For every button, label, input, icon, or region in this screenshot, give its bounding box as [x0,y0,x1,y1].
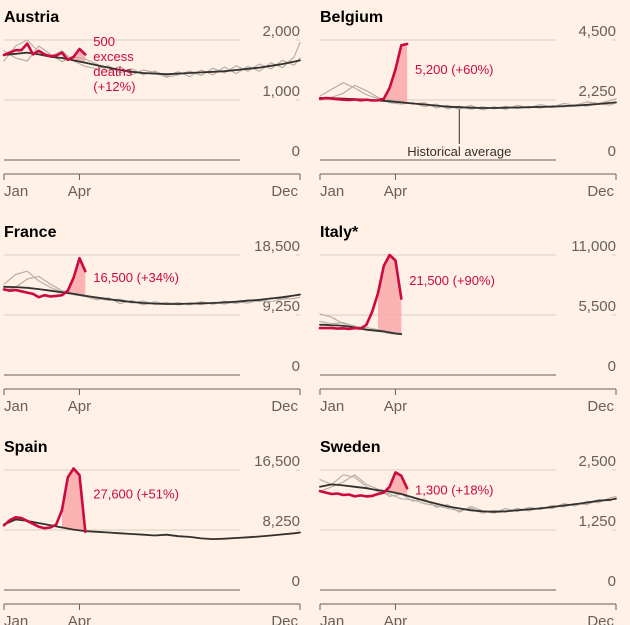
x-tick-label-spain-1: Apr [68,613,91,625]
y-tick-label-belgium-1: 2,250 [578,83,616,100]
y-tick-label-austria-0: 0 [292,143,300,160]
panel-title-belgium: Belgium [320,9,383,26]
panel-title-spain: Spain [4,439,48,456]
x-tick-label-france-1: Apr [68,398,91,415]
y-tick-label-spain-1: 8,250 [262,513,300,530]
y-tick-label-italy-1: 5,500 [578,298,616,315]
y-tick-label-austria-1: 1,000 [262,83,300,100]
annotation-austria-2: deaths [93,64,133,79]
panel-france: France 0 9,250 18,500 Jan Apr Dec 16,500 (+34%) [2,224,301,415]
annotation-spain-0: 27,600 (+51%) [93,487,179,502]
panel-spain: Spain 0 8,250 16,500 Jan Apr Dec 27,600 (+51%) [2,439,301,625]
excess-area-italy [378,255,402,335]
series-average-spain-0 [3,518,301,540]
panel-title-sweden: Sweden [320,439,380,456]
x-tick-label-austria-1: Apr [68,183,91,200]
panel-austria: Austria 0 1,000 2,000 Jan Apr Dec 500excessdeat… [2,9,301,200]
series-current-spain-0 [2,467,87,534]
annotation-italy-0: 21,500 (+90%) [409,273,495,288]
y-tick-label-sweden-1: 1,250 [578,513,616,530]
y-tick-label-belgium-2: 4,500 [578,23,616,40]
excess-area-austria [62,49,86,63]
series-current-austria-0 [2,42,87,62]
x-tick-label-sweden-0: Jan [320,613,344,625]
series-average-sweden-0 [319,483,617,513]
series-average-austria-0 [3,51,301,76]
annotation-austria-0: 500 [93,34,115,49]
x-tick-label-belgium-0: Jan [320,183,344,200]
x-tick-label-belgium-1: Apr [384,183,407,200]
y-tick-label-italy-0: 0 [608,358,616,375]
y-tick-label-sweden-2: 2,500 [578,453,616,470]
x-tick-label-spain-2: Dec [271,613,298,625]
series-average-france-0 [3,285,301,305]
panel-title-italy: Italy* [320,224,359,241]
y-tick-label-belgium-0: 0 [608,143,616,160]
x-tick-label-france-2: Dec [271,398,298,415]
x-tick-label-belgium-2: Dec [587,183,614,200]
annotation-austria-1: excess [93,49,134,64]
y-tick-label-italy-2: 11,000 [571,238,616,255]
panel-sweden: Sweden 0 1,250 2,500 Jan Apr Dec 1,300 (+18%) [318,439,617,625]
historical-average-label: Historical average [407,144,511,159]
x-tick-label-italy-0: Jan [320,398,344,415]
series-current-france-0 [2,256,87,299]
y-tick-label-sweden-0: 0 [608,573,616,590]
y-tick-label-france-2: 18,500 [254,238,300,255]
x-tick-label-sweden-1: Apr [384,613,407,625]
y-tick-label-austria-2: 2,000 [262,23,300,40]
x-tick-label-austria-0: Jan [4,183,28,200]
panel-belgium: Belgium 0 2,250 4,500 Jan Apr Dec 5,200 (+60%) H… [318,9,617,200]
series-current-sweden-0 [318,471,409,498]
series-current-belgium-0 [318,42,409,102]
annotation-france-0: 16,500 (+34%) [93,270,179,285]
x-tick-label-italy-2: Dec [587,398,614,415]
x-tick-label-france-0: Jan [4,398,28,415]
excess-area-france [62,258,86,296]
annotation-sweden-0: 1,300 (+18%) [415,482,493,497]
x-tick-label-italy-1: Apr [384,398,407,415]
y-tick-label-france-1: 9,250 [262,298,300,315]
y-tick-label-france-0: 0 [292,358,300,375]
panel-italy: Italy* 0 5,500 11,000 Jan Apr Dec 21,500 (+90%) [318,224,617,415]
panel-title-france: France [4,224,57,241]
series-current-italy-0 [318,253,403,331]
x-tick-label-spain-0: Jan [4,613,28,625]
annotation-belgium-0: 5,200 (+60%) [415,62,493,77]
x-tick-label-sweden-2: Dec [587,613,614,625]
y-tick-label-spain-0: 0 [292,573,300,590]
panel-title-austria: Austria [4,9,59,26]
series-past-austria-0 [3,39,301,78]
annotation-austria-3: (+12%) [93,79,135,94]
y-tick-label-spain-2: 16,500 [254,453,300,470]
x-tick-label-austria-2: Dec [271,183,298,200]
